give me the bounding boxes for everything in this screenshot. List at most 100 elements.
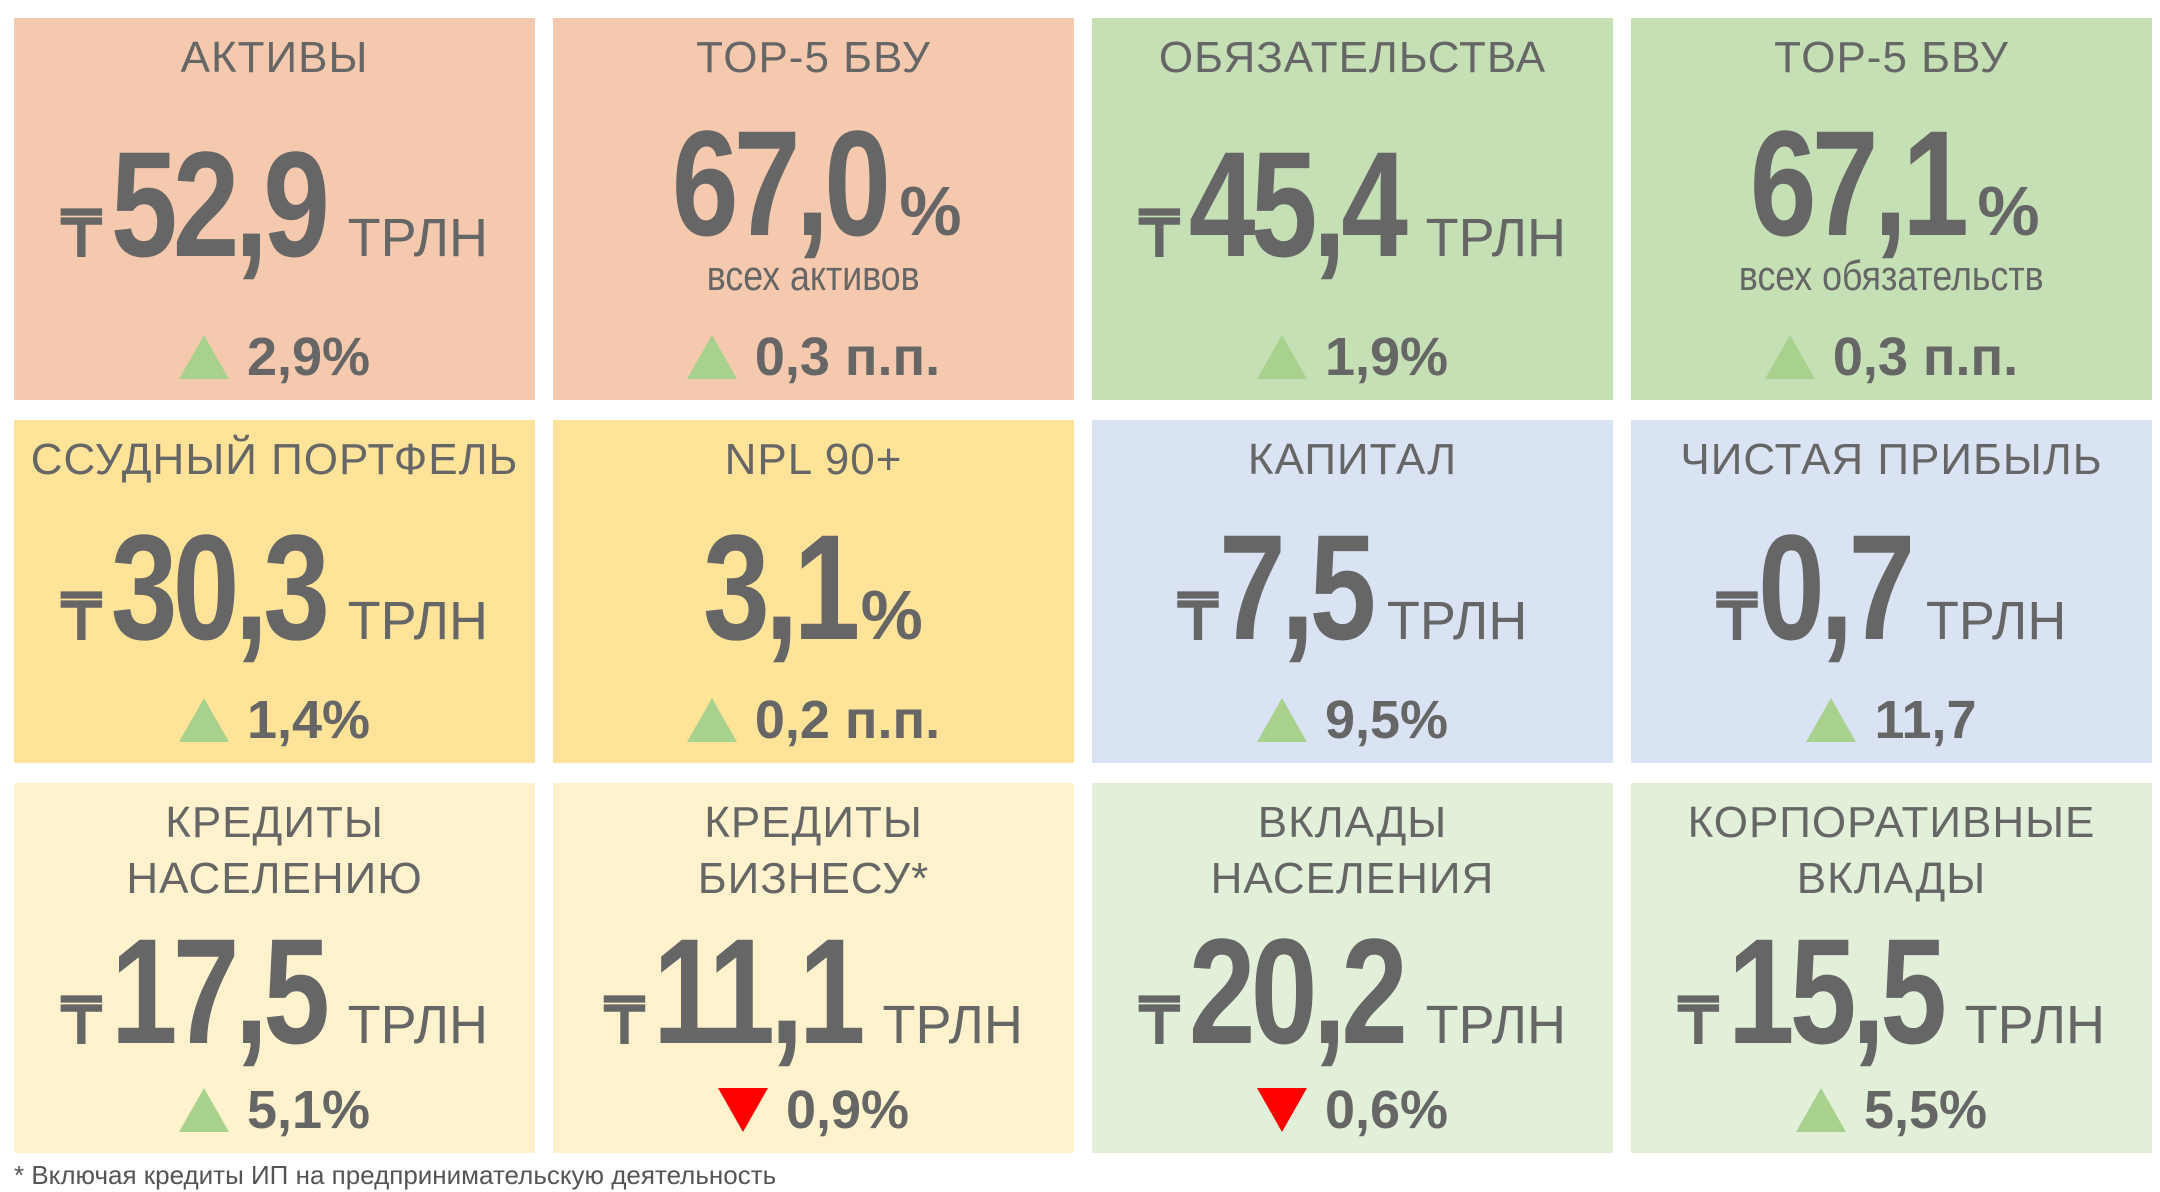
unit: ТРЛН <box>347 208 489 268</box>
title-line: НАСЕЛЕНИЮ <box>126 854 423 903</box>
value: 0,7 <box>1758 502 1915 671</box>
value-row: ₸ 17,5 ТРЛН <box>61 916 488 1066</box>
trend-triangle <box>686 698 737 742</box>
card-body: ₸ 20,2 ТРЛН <box>1139 907 1566 1075</box>
change-value: 1,4% <box>246 690 371 750</box>
value-row: ₸ 30,3 ТРЛН <box>61 512 488 662</box>
card-body: 67,1% всех обязательств <box>1712 86 2071 322</box>
trend-icon <box>1256 698 1307 742</box>
change: 0,3 п.п. <box>686 322 940 392</box>
kpi-card: КОРПОРАТИВНЫЕ ВКЛАДЫ ₸ 15,5 ТРЛН 5,5% <box>1631 783 2152 1153</box>
change: 2,9% <box>178 322 370 392</box>
change-value: 11,7 <box>1874 690 1977 750</box>
change: 0,3 п.п. <box>1764 322 2019 392</box>
card-title: ЧИСТАЯ ПРИБЫЛЬ <box>1680 432 2102 488</box>
trend-icon <box>686 698 737 742</box>
subtitle: всех обязательств <box>1739 252 2044 299</box>
title-line: TOP-5 БВУ <box>1774 33 2009 82</box>
change: 9,5% <box>1256 685 1449 755</box>
trend-triangle <box>1256 698 1307 742</box>
card-title: ВКЛАДЫ НАСЕЛЕНИЯ <box>1211 795 1495 907</box>
kpi-card: ОБЯЗАТЕЛЬСТВА ₸ 45,4 ТРЛН 1,9% <box>1092 18 1613 400</box>
title-line: АКТИВЫ <box>180 33 369 82</box>
card-title: КРЕДИТЫ НАСЕЛЕНИЮ <box>126 795 422 907</box>
unit: ТРЛН <box>347 590 489 651</box>
change-value: 5,5% <box>1863 1080 1988 1140</box>
trend-icon <box>1764 335 1815 379</box>
kpi-card: ССУДНЫЙ ПОРТФЕЛЬ ₸ 30,3 ТРЛН 1,4% <box>14 420 535 763</box>
change: 1,9% <box>1256 322 1448 392</box>
card-title: КОРПОРАТИВНЫЕ ВКЛАДЫ <box>1688 795 2096 907</box>
subtitle: всех активов <box>707 252 920 299</box>
value-row: 67,1% <box>1743 108 2039 258</box>
kpi-card: TOP-5 БВУ 67,0% всех активов 0,3 п.п. <box>553 18 1074 400</box>
card-title: АКТИВЫ <box>181 30 369 86</box>
value: 17,5 <box>110 907 329 1075</box>
trend-triangle <box>717 1088 768 1132</box>
title-line: НАСЕЛЕНИЯ <box>1210 854 1495 903</box>
value-row: ₸ 15,5 ТРЛН <box>1678 916 2105 1066</box>
value: 52,9 <box>110 120 329 288</box>
value: 30,3 <box>110 502 329 671</box>
title-line: NPL 90+ <box>724 435 903 484</box>
trend-triangle <box>178 335 229 379</box>
card-title: TOP-5 БВУ <box>696 30 931 86</box>
title-line: ССУДНЫЙ ПОРТФЕЛЬ <box>30 435 519 484</box>
kpi-card: NPL 90+ 3,1% 0,2 п.п. <box>553 420 1074 763</box>
value: 11,1 <box>652 907 866 1075</box>
title-line: КРЕДИТЫ <box>704 798 923 847</box>
trend-icon <box>717 1088 768 1132</box>
currency: ₸ <box>60 198 102 270</box>
kpi-card: ЧИСТАЯ ПРИБЫЛЬ ₸ 0,7 ТРЛН 11,7 <box>1631 420 2152 763</box>
change-value: 0,9% <box>785 1080 910 1140</box>
change-value: 9,5% <box>1324 690 1449 750</box>
title-line: КОРПОРАТИВНЫЕ <box>1687 798 2096 847</box>
card-title: КРЕДИТЫ БИЗНЕСУ* <box>698 795 930 907</box>
kpi-card: КАПИТАЛ ₸ 7,5 ТРЛН 9,5% <box>1092 420 1613 763</box>
change-value: 0,2 п.п. <box>754 690 941 750</box>
trend-icon <box>178 698 229 742</box>
unit: % <box>1977 172 2040 250</box>
card-title: ССУДНЫЙ ПОРТФЕЛЬ <box>31 432 519 488</box>
unit: ТРЛН <box>1425 995 1567 1055</box>
value-row: ₸ 7,5 ТРЛН <box>1178 512 1528 662</box>
title-line: ВКЛАДЫ <box>1796 854 1987 903</box>
trend-triangle <box>1795 1088 1846 1132</box>
title-line: ОБЯЗАТЕЛЬСТВА <box>1158 33 1547 82</box>
trend-triangle <box>1806 698 1857 742</box>
kpi-card: КРЕДИТЫ БИЗНЕСУ* ₸ 11,1 ТРЛН 0,9% <box>553 783 1074 1153</box>
card-body: ₸ 0,7 ТРЛН <box>1717 488 2067 685</box>
trend-icon <box>1806 698 1857 742</box>
title-line: ЧИСТАЯ ПРИБЫЛЬ <box>1680 435 2103 484</box>
change-value: 0,3 п.п. <box>1832 327 2019 387</box>
change: 0,2 п.п. <box>686 685 941 755</box>
card-body: ₸ 15,5 ТРЛН <box>1678 907 2105 1075</box>
change: 1,4% <box>178 685 371 755</box>
title-line: TOP-5 БВУ <box>696 33 931 82</box>
card-body: ₸ 11,1 ТРЛН <box>604 907 1023 1075</box>
card-title: КАПИТАЛ <box>1248 432 1457 488</box>
change: 5,5% <box>1795 1075 1988 1145</box>
card-body: ₸ 45,4 ТРЛН <box>1139 86 1566 322</box>
value-row: ₸ 52,9 ТРЛН <box>61 129 488 279</box>
unit: ТРЛН <box>1386 590 1528 651</box>
card-title: TOP-5 БВУ <box>1774 30 2009 86</box>
currency: ₸ <box>1677 985 1719 1057</box>
card-body: ₸ 30,3 ТРЛН <box>61 488 488 685</box>
value: 20,2 <box>1188 907 1407 1075</box>
unit: ТРЛН <box>1925 590 2067 651</box>
unit: ТРЛН <box>1964 995 2106 1055</box>
trend-triangle <box>1764 335 1815 379</box>
trend-triangle <box>1256 335 1307 379</box>
footnote: * Включая кредиты ИП на предпринимательс… <box>14 1160 777 1190</box>
card-title: NPL 90+ <box>725 432 903 488</box>
trend-icon <box>1256 335 1307 379</box>
value: 7,5 <box>1219 502 1376 671</box>
unit: ТРЛН <box>882 995 1023 1055</box>
value: 15,5 <box>1727 907 1946 1075</box>
change: 0,6% <box>1256 1075 1448 1145</box>
value-row: ₸ 0,7 ТРЛН <box>1717 512 2067 662</box>
title-line: БИЗНЕСУ* <box>697 854 930 903</box>
card-body: 3,1% <box>703 488 923 685</box>
